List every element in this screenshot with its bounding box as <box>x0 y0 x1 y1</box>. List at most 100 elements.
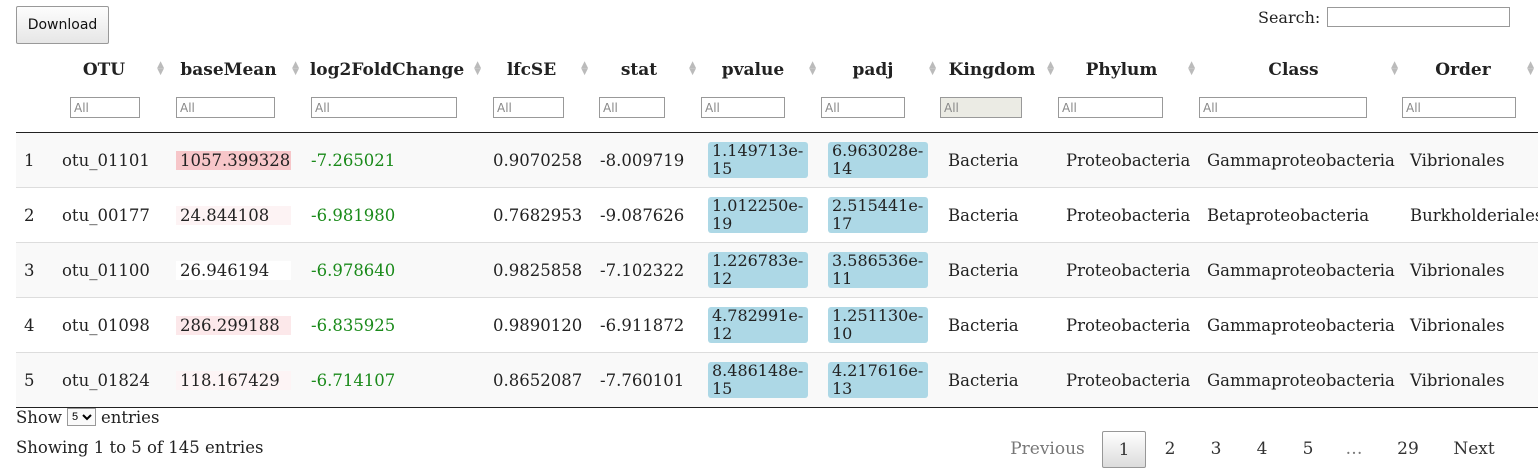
pagination-ellipsis: … <box>1345 439 1363 459</box>
column-header-basemean[interactable]: baseMean ▲ ▼ <box>180 60 299 80</box>
cell-phylum: Proteobacteria <box>1058 242 1199 298</box>
cell-otu: otu_00177 <box>54 187 168 243</box>
filter-cell-class <box>1199 88 1402 133</box>
pvalue-box: 1.149713e-15 <box>708 142 808 178</box>
cell-stat: -9.087626 <box>592 187 700 243</box>
cell-basemean: 26.946194 <box>168 242 303 298</box>
sort-icon: ▲ ▼ <box>809 60 816 77</box>
cell-log2foldchange: -6.978640 <box>303 242 485 298</box>
filter-otu-input[interactable] <box>70 97 140 118</box>
filter-cell-log2foldchange <box>303 88 485 133</box>
cell-kingdom: Bacteria <box>940 242 1058 298</box>
cell-order: Vibrionales <box>1402 297 1538 353</box>
filter-row <box>16 88 1538 133</box>
pagination-page-2[interactable]: 2 <box>1164 439 1176 459</box>
show-label: Show <box>16 407 62 427</box>
page-length-control: Show 5 entries <box>16 406 159 428</box>
column-header-log2foldchange[interactable]: log2FoldChange ▲ ▼ <box>309 60 481 80</box>
sort-icon: ▲ ▼ <box>1391 60 1398 77</box>
cell-pvalue: 8.486148e-15 <box>700 352 820 408</box>
cell-basemean: 24.844108 <box>168 187 303 243</box>
cell-order: Vibrionales <box>1402 132 1538 188</box>
cell-class: Betaproteobacteria <box>1199 187 1402 243</box>
basemean-bar: 1057.399328 <box>176 150 291 170</box>
filter-cell-otu <box>54 88 168 133</box>
cell-log2foldchange: -7.265021 <box>303 132 485 188</box>
cell-stat: -7.760101 <box>592 352 700 408</box>
cell-log2foldchange: -6.835925 <box>303 297 485 353</box>
cell-padj: 3.586536e-11 <box>820 242 940 298</box>
cell-phylum: Proteobacteria <box>1058 352 1199 408</box>
filter-lfcse-input[interactable] <box>493 97 564 118</box>
cell-basemean: 118.167429 <box>168 352 303 408</box>
filter-cell-index <box>16 88 54 133</box>
filter-log2foldchange-input[interactable] <box>311 97 457 118</box>
search-box: Search: <box>1258 6 1511 28</box>
cell-padj: 1.251130e-10 <box>820 297 940 353</box>
filter-cell-lfcse <box>485 88 592 133</box>
header-row: OTU ▲ ▼ baseMean ▲ ▼ log2FoldChange ▲ ▼ lfcSE ▲… <box>16 52 1538 88</box>
cell-order: Burkholderiales <box>1402 187 1538 243</box>
sort-icon: ▲ ▼ <box>929 60 936 77</box>
cell-log2foldchange: -6.714107 <box>303 352 485 408</box>
basemean-bar: 118.167429 <box>176 370 291 390</box>
filter-stat-input[interactable] <box>599 97 665 118</box>
cell-order: Vibrionales <box>1402 242 1538 298</box>
pagination-page-5[interactable]: 5 <box>1302 439 1314 459</box>
pagination-page-1[interactable]: 1 <box>1102 431 1146 468</box>
cell-lfcse: 0.9825858 <box>485 242 592 298</box>
cell-otu: otu_01824 <box>54 352 168 408</box>
cell-padj: 6.963028e-14 <box>820 132 940 188</box>
download-button[interactable]: Download <box>16 6 109 44</box>
cell-phylum: Proteobacteria <box>1058 132 1199 188</box>
column-header-phylum[interactable]: Phylum ▲ ▼ <box>1085 60 1195 80</box>
cell-log2foldchange: -6.981980 <box>303 187 485 243</box>
sort-icon: ▲ ▼ <box>1047 60 1054 77</box>
column-header-stat[interactable]: stat ▲ ▼ <box>620 60 696 80</box>
table-info: Showing 1 to 5 of 145 entries <box>16 438 264 457</box>
column-header-otu[interactable]: OTU ▲ ▼ <box>82 60 164 80</box>
cell-padj: 4.217616e-13 <box>820 352 940 408</box>
filter-phylum-input[interactable] <box>1058 97 1163 118</box>
filter-cell-stat <box>592 88 700 133</box>
filter-cell-order <box>1402 88 1538 133</box>
search-input[interactable] <box>1327 7 1511 27</box>
filter-order-input[interactable] <box>1402 97 1516 118</box>
row-index: 2 <box>16 187 54 243</box>
cell-pvalue: 1.149713e-15 <box>700 132 820 188</box>
cell-stat: -7.102322 <box>592 242 700 298</box>
row-index: 5 <box>16 352 54 408</box>
filter-basemean-input[interactable] <box>176 97 275 118</box>
table-row: 3 otu_01100 26.946194 -6.978640 0.9825858 -7.… <box>16 242 1538 298</box>
entries-label: entries <box>101 407 160 427</box>
pagination-page-29[interactable]: 29 <box>1397 439 1419 459</box>
column-header-kingdom[interactable]: Kingdom ▲ ▼ <box>948 60 1054 80</box>
row-index: 1 <box>16 132 54 188</box>
pagination-next[interactable]: Next <box>1453 439 1495 459</box>
sort-icon: ▲ ▼ <box>1527 60 1534 77</box>
column-header-padj[interactable]: padj ▲ ▼ <box>852 60 936 80</box>
column-header-index[interactable] <box>16 52 54 88</box>
cell-basemean: 1057.399328 <box>168 132 303 188</box>
cell-lfcse: 0.7682953 <box>485 187 592 243</box>
cell-stat: -6.911872 <box>592 297 700 353</box>
column-header-lfcse[interactable]: lfcSE ▲ ▼ <box>506 60 588 80</box>
pvalue-box: 4.782991e-12 <box>708 307 808 343</box>
cell-pvalue: 4.782991e-12 <box>700 297 820 353</box>
filter-class-input[interactable] <box>1199 97 1367 118</box>
pagination-page-3[interactable]: 3 <box>1210 439 1222 459</box>
filter-kingdom-input <box>940 97 1022 118</box>
filter-pvalue-input[interactable] <box>701 97 785 118</box>
page-length-select[interactable]: 5 <box>67 408 96 426</box>
pagination-previous[interactable]: Previous <box>1010 439 1085 459</box>
column-header-class[interactable]: Class ▲ ▼ <box>1268 60 1398 80</box>
pagination-page-4[interactable]: 4 <box>1256 439 1268 459</box>
column-header-pvalue[interactable]: pvalue ▲ ▼ <box>721 60 816 80</box>
sort-icon: ▲ ▼ <box>292 60 299 77</box>
filter-padj-input[interactable] <box>821 97 905 118</box>
cell-otu: otu_01098 <box>54 297 168 353</box>
column-header-order[interactable]: Order ▲ ▼ <box>1435 60 1534 80</box>
cell-phylum: Proteobacteria <box>1058 187 1199 243</box>
cell-lfcse: 0.9890120 <box>485 297 592 353</box>
cell-stat: -8.009719 <box>592 132 700 188</box>
